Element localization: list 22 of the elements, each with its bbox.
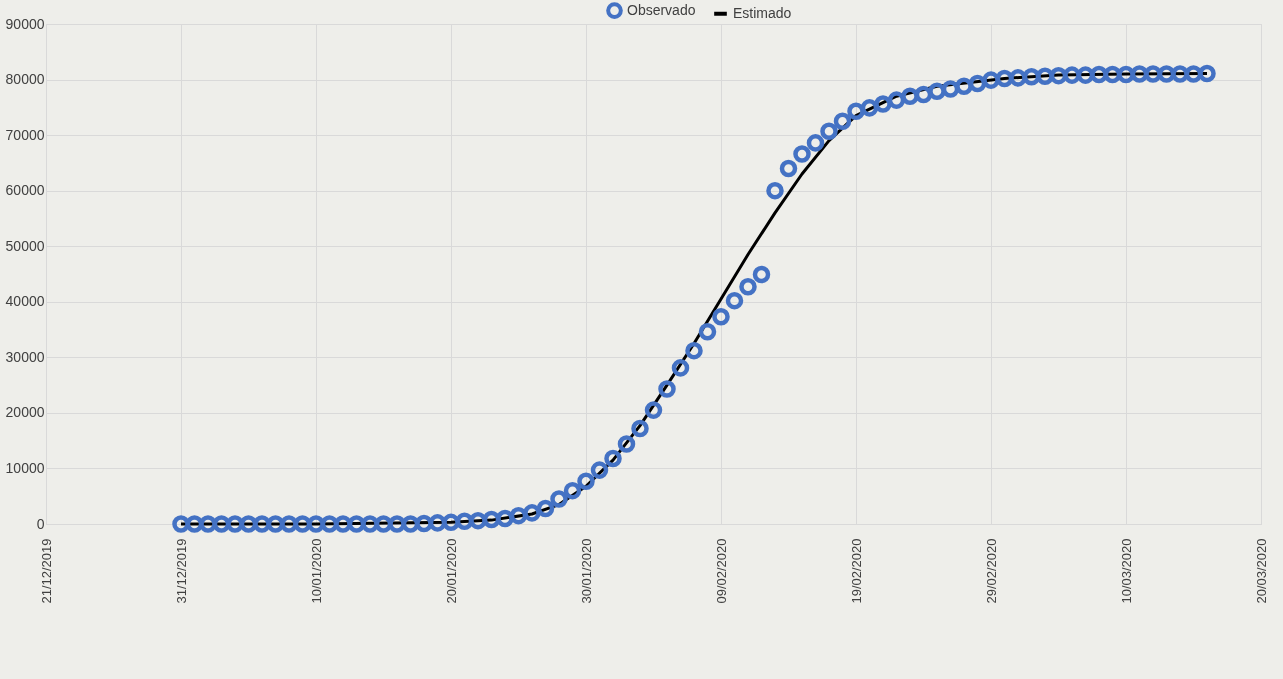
y-tick-label: 70000: [5, 126, 45, 143]
y-tick-label: 90000: [5, 15, 45, 32]
x-tick-label: 30/01/2020: [578, 538, 594, 604]
x-tick-label: 20/01/2020: [443, 538, 459, 604]
x-tick-label: 10/03/2020: [1118, 538, 1134, 604]
x-tick-label: 09/02/2020: [713, 538, 729, 604]
x-tick-label: 19/02/2020: [848, 538, 864, 604]
legend-label: Observado: [627, 1, 696, 18]
y-tick-label: 50000: [5, 237, 45, 254]
y-tick-label: 0: [36, 515, 45, 532]
x-tick-label: 20/03/2020: [1253, 538, 1269, 604]
y-tick-label: 20000: [5, 404, 45, 421]
x-tick-label: 10/01/2020: [308, 538, 324, 604]
y-tick-label: 40000: [5, 293, 45, 310]
y-tick-label: 80000: [5, 71, 45, 88]
legend-label: Estimado: [733, 4, 792, 21]
y-tick-label: 10000: [5, 459, 45, 476]
x-tick-label: 31/12/2019: [173, 538, 189, 604]
y-tick-label: 60000: [5, 182, 45, 199]
y-tick-label: 30000: [5, 348, 45, 365]
x-tick-label: 29/02/2020: [983, 538, 999, 604]
x-tick-label: 21/12/2019: [38, 538, 54, 604]
